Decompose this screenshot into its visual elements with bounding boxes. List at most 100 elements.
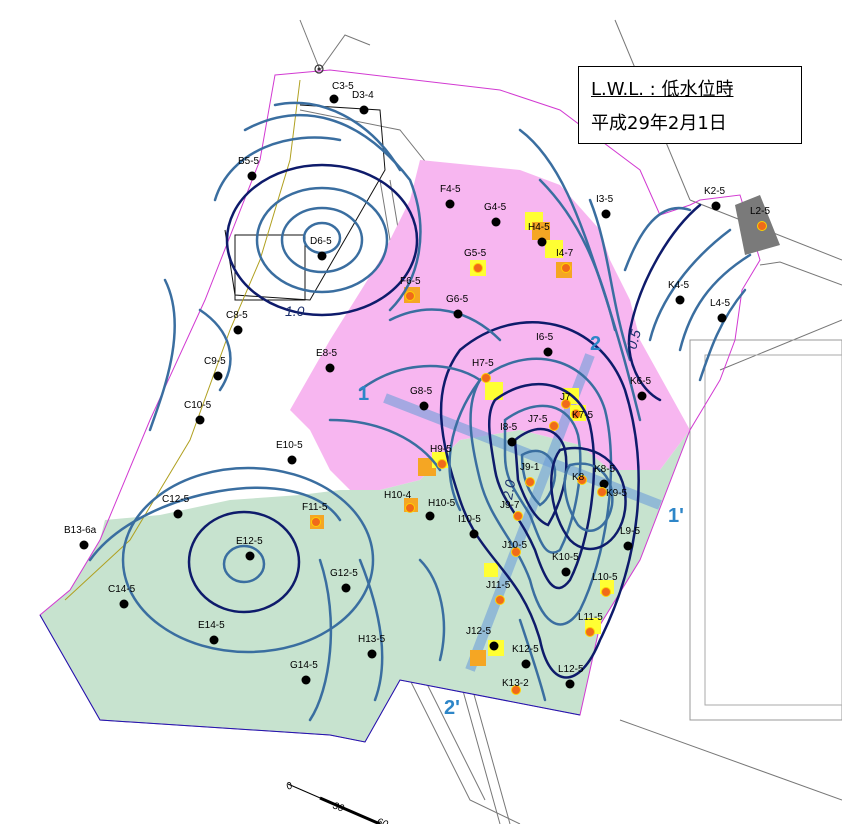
olive-line	[64, 79, 301, 601]
well-label: K9-5	[606, 488, 628, 499]
well-label: K6-5	[630, 376, 652, 387]
well-label: H10-5	[428, 498, 456, 509]
well-label: G12-5	[330, 568, 358, 579]
well-label: I8-5	[500, 422, 518, 433]
well-label: J10-5	[502, 540, 527, 551]
well-marker	[359, 105, 369, 115]
well-marker	[247, 171, 257, 181]
well-label: J9-7	[500, 500, 520, 511]
well-label: G14-5	[290, 660, 318, 671]
well-marker	[597, 487, 607, 497]
well-label: C9-5	[204, 356, 226, 367]
well-marker	[233, 325, 243, 335]
well-label: H9-5	[430, 444, 452, 455]
building-inner	[234, 234, 306, 301]
well-label: I4-7	[556, 248, 574, 259]
well-marker	[511, 547, 521, 557]
well-label: H10-4	[384, 490, 412, 501]
well-marker	[453, 309, 463, 319]
well-label: L11-5	[578, 612, 603, 623]
well-label: B13-6a	[64, 525, 97, 536]
well-marker	[341, 583, 351, 593]
contour-label-2: 0.5	[623, 328, 644, 351]
well-label: C12-5	[162, 494, 190, 505]
well-marker	[213, 371, 223, 381]
well-label: K13-2	[502, 678, 529, 689]
section-label-1: 1	[358, 383, 369, 405]
well-marker	[437, 459, 447, 469]
well-marker	[481, 373, 491, 383]
well-label: E8-5	[316, 348, 338, 359]
well-marker	[561, 263, 571, 273]
legend-date: 平成29年2月1日	[591, 113, 727, 134]
well-marker	[491, 217, 501, 227]
well-marker	[525, 477, 535, 487]
well-marker	[367, 649, 377, 659]
well-marker	[561, 399, 571, 409]
scale-label-60: 60	[375, 816, 390, 824]
well-label: J7-5	[528, 414, 548, 425]
well-marker	[425, 511, 435, 521]
well-marker	[507, 437, 517, 447]
well-marker	[601, 587, 611, 597]
well-label: K12-5	[512, 644, 539, 655]
well-label: F4-5	[440, 184, 461, 195]
well-marker	[317, 251, 327, 261]
well-label: K8-5	[594, 464, 616, 475]
well-label: E12-5	[236, 536, 263, 547]
well-label: G6-5	[446, 294, 469, 305]
well-label: H13-5	[358, 634, 386, 645]
well-marker	[173, 509, 183, 519]
well-marker	[513, 511, 523, 521]
section-label-1-prime: 1'	[668, 505, 684, 527]
well-marker	[311, 517, 321, 527]
well-marker	[325, 363, 335, 373]
well-marker	[419, 401, 429, 411]
well-marker	[599, 479, 609, 489]
well-marker	[571, 409, 581, 419]
legend-title: L.W.L. : 低水位時	[591, 79, 734, 100]
well-marker	[637, 391, 647, 401]
well-label: G8-5	[410, 386, 433, 397]
well-label: K4-5	[668, 280, 690, 291]
well-label: K2-5	[704, 186, 726, 197]
wells-layer: C3-5D3-4 B5-5 F4-5 G4-5 H4-5 I3-5 K2-5 L2-5 D6-5…	[64, 81, 770, 695]
scale-bar: 0 30 60	[285, 780, 390, 824]
well-marker	[473, 263, 483, 273]
well-label: K10-5	[552, 552, 579, 563]
section-label-2-prime: 2'	[444, 697, 460, 719]
well-label: I3-5	[596, 194, 614, 205]
well-marker	[245, 551, 255, 561]
well-marker	[577, 475, 587, 485]
scale-label-0: 0	[285, 780, 295, 793]
contours	[88, 101, 752, 722]
scale-label-30: 30	[331, 800, 346, 814]
well-label: L4-5	[710, 298, 730, 309]
well-marker	[711, 201, 721, 211]
well-label: C3-5	[332, 81, 354, 92]
well-marker	[623, 541, 633, 551]
well-label: J9-1	[520, 462, 540, 473]
well-label: L10-5	[592, 572, 618, 583]
well-label: D6-5	[310, 236, 332, 247]
well-marker	[511, 685, 521, 695]
contour-label-3: 2.0	[499, 478, 518, 501]
well-label: L12-5	[558, 664, 584, 675]
well-marker	[561, 567, 571, 577]
legend-box: L.W.L. : 低水位時 平成29年2月1日	[578, 66, 802, 144]
well-label: I10-5	[458, 514, 481, 525]
well-marker	[405, 503, 415, 513]
well-label: H4-5	[528, 222, 550, 233]
well-label: J12-5	[466, 626, 491, 637]
well-marker	[675, 295, 685, 305]
well-marker	[549, 421, 559, 431]
well-label: E14-5	[198, 620, 225, 631]
well-marker	[601, 209, 611, 219]
well-marker	[195, 415, 205, 425]
pink-zone	[290, 160, 690, 495]
site-boundary-lower	[39, 614, 581, 743]
well-label: C8-5	[226, 310, 248, 321]
well-label: C14-5	[108, 584, 136, 595]
section-label-2: 2	[590, 333, 601, 355]
well-marker	[445, 199, 455, 209]
